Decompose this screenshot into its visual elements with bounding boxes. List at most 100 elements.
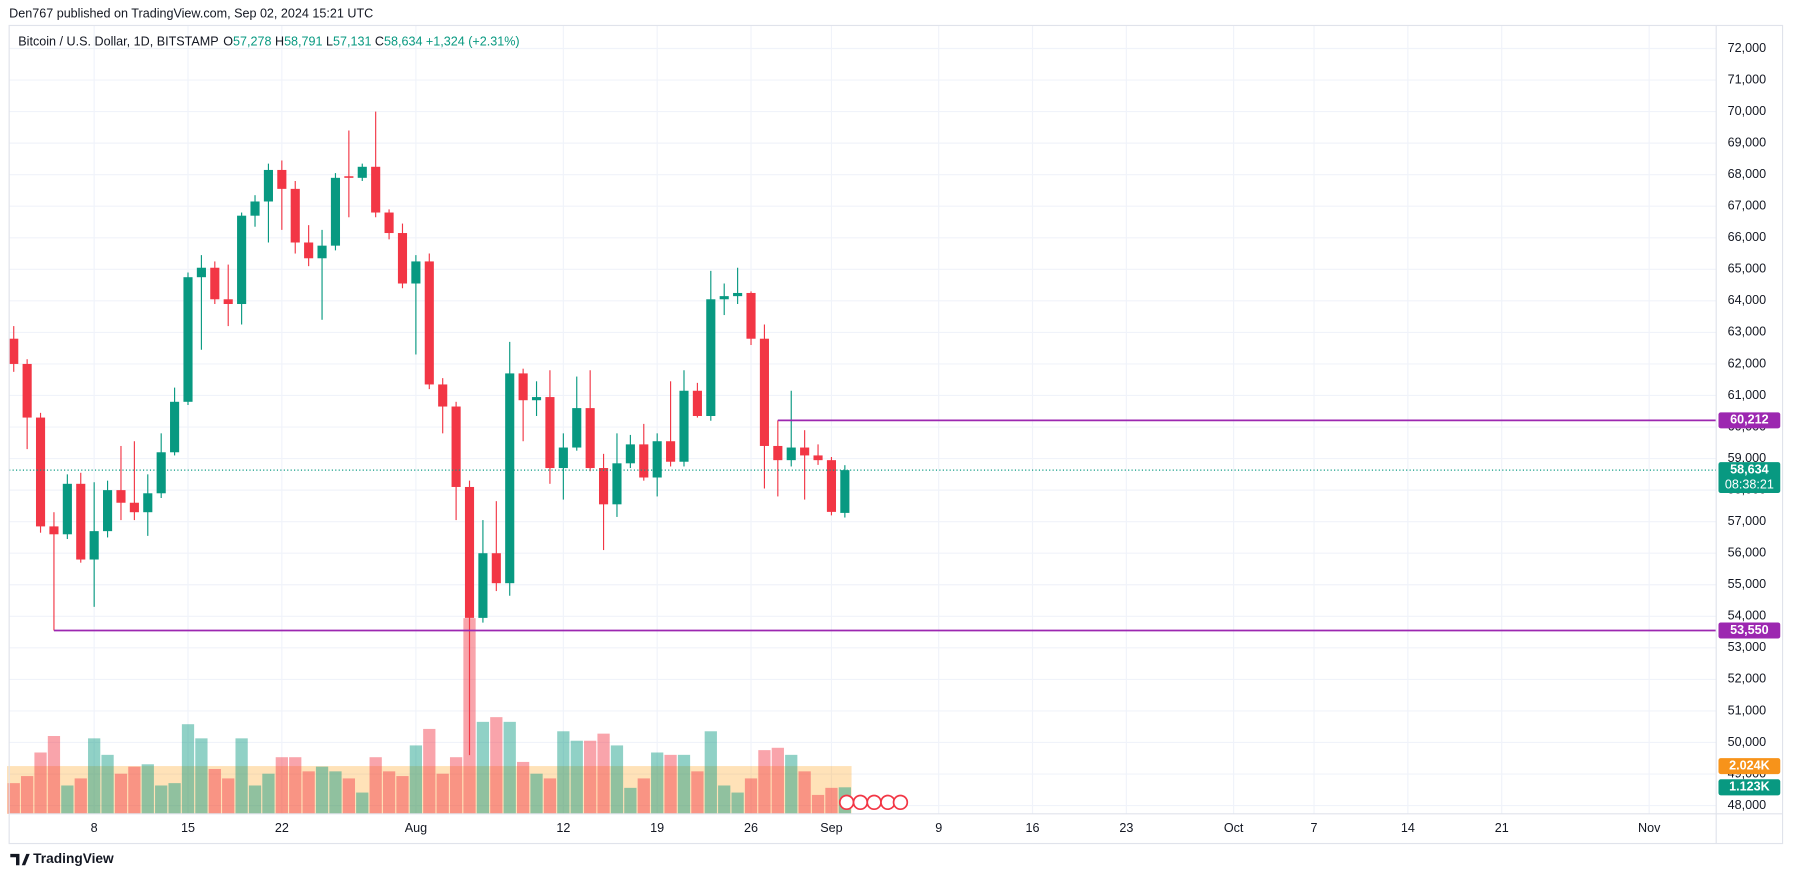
event-icon [880, 794, 896, 811]
volume-bar [423, 728, 436, 814]
candle-body [438, 384, 448, 407]
y-tick-label: 53,000 [1728, 640, 1766, 654]
candle-body [706, 299, 716, 416]
candle-body [304, 242, 314, 259]
volume-bar [664, 754, 677, 814]
volume-ma-area [7, 766, 852, 814]
candle-body [585, 408, 595, 469]
candle-body [103, 490, 113, 532]
candle-body [143, 493, 153, 513]
volume-bar [21, 776, 34, 814]
grid [9, 25, 1717, 814]
level-label: 60,212 [1730, 413, 1768, 427]
candle-body [330, 177, 341, 246]
candle-body [237, 215, 247, 305]
candle-body [250, 201, 260, 216]
volume-bar [503, 721, 516, 814]
candle-body [344, 176, 354, 178]
volume-bar [34, 752, 47, 814]
y-tick-label: 68,000 [1728, 167, 1766, 181]
level-label-bg [1718, 622, 1781, 639]
candle-body [652, 441, 662, 478]
volume-bar [543, 778, 557, 814]
event-icon [892, 794, 909, 811]
volume-bar [342, 778, 355, 814]
volume-bar [141, 764, 154, 814]
y-tick-label: 50,000 [1728, 735, 1766, 749]
volume-bar [409, 745, 423, 814]
candle-body [840, 470, 850, 513]
volume-bar [248, 785, 262, 814]
volume-label-bg [1718, 779, 1781, 796]
price-label: 58,634 [1730, 462, 1768, 476]
candle-body [558, 447, 568, 469]
candle-body [183, 277, 193, 402]
candle-body [531, 397, 542, 401]
candle-body [384, 212, 394, 234]
y-tick-label: 59,000 [1728, 451, 1766, 465]
volume-ma-label-bg [1718, 758, 1781, 775]
brand-name: TradingView [33, 851, 114, 866]
candle-body [397, 233, 408, 284]
x-tick-label: Nov [1638, 821, 1661, 835]
volume-bar [128, 766, 141, 814]
candle-body [116, 490, 126, 503]
volume-bar [557, 731, 570, 814]
volume-bar [315, 766, 329, 814]
candle-body [424, 261, 434, 385]
candle-body [451, 406, 461, 487]
volume-bar [691, 771, 704, 814]
chart-frame [8, 24, 1784, 845]
volume-bar [651, 752, 664, 814]
x-tick-label: 22 [275, 821, 289, 835]
event-icon [852, 794, 869, 811]
volume-bar [235, 738, 248, 814]
volume-bar [785, 754, 798, 814]
candle-body [210, 267, 220, 300]
published-note: Den767 published on TradingView.com, Sep… [9, 6, 373, 20]
candle-body [733, 292, 743, 297]
volume-bar [744, 778, 758, 814]
candle-body [478, 553, 488, 618]
volume-bar [356, 792, 369, 814]
volume-bar [476, 721, 490, 814]
volume-bar [396, 776, 409, 814]
candle-body [76, 483, 86, 560]
volume-bar [449, 757, 463, 814]
x-tick-label: 23 [1119, 821, 1133, 835]
candles [9, 111, 850, 756]
x-tick-label: 9 [935, 821, 942, 835]
candle-body [826, 460, 837, 512]
ohlc-value: 58,791 [284, 35, 322, 49]
y-tick-label: 57,000 [1728, 514, 1766, 528]
level-label: 53,550 [1730, 623, 1768, 637]
x-tick-label: Oct [1224, 821, 1244, 835]
logo-mark [10, 853, 30, 866]
y-tick-label: 62,000 [1728, 356, 1766, 370]
candle-body [9, 338, 19, 364]
candle-body [371, 166, 381, 213]
y-tick-label: 67,000 [1728, 199, 1766, 213]
ohlc-key: H [275, 35, 284, 49]
candle-body [263, 169, 273, 202]
candle-body [22, 363, 32, 418]
volume-bar [718, 785, 731, 814]
y-tick-label: 52,000 [1728, 672, 1766, 686]
y-tick-label: 64,000 [1728, 293, 1766, 307]
y-tick-label: 51,000 [1728, 703, 1766, 717]
candle-body [545, 397, 555, 469]
candle-body [317, 245, 327, 259]
event-icon [838, 794, 855, 811]
y-tick-label: 72,000 [1728, 41, 1766, 55]
x-tick-label: 16 [1026, 821, 1040, 835]
candle-body [357, 166, 367, 178]
candle-body [170, 401, 180, 453]
candle-body [62, 483, 72, 535]
candle-body [49, 526, 59, 535]
price-label-bg [1718, 462, 1781, 494]
candle-body [464, 486, 475, 618]
volume-label: 1.123K [1729, 780, 1770, 794]
volume-bar [704, 731, 717, 814]
ohlc-value: 57,278 [233, 35, 271, 49]
